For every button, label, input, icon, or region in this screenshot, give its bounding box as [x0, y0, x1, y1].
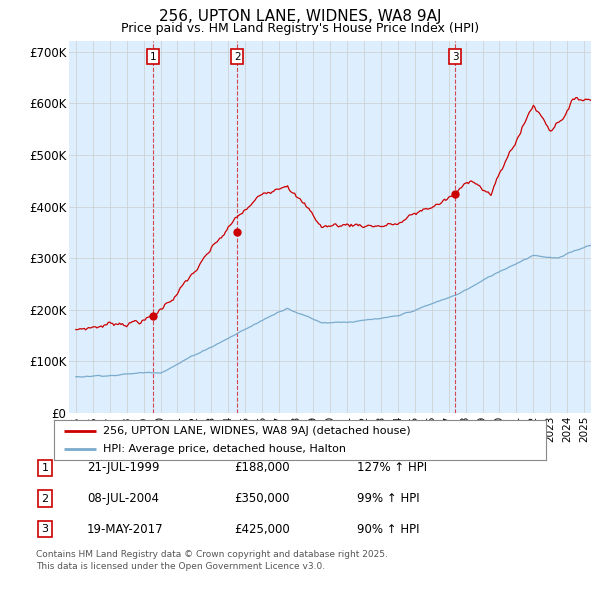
- Text: 127% ↑ HPI: 127% ↑ HPI: [357, 461, 427, 474]
- Text: Price paid vs. HM Land Registry's House Price Index (HPI): Price paid vs. HM Land Registry's House …: [121, 22, 479, 35]
- Text: 2: 2: [41, 494, 49, 503]
- Text: 3: 3: [41, 525, 49, 534]
- Text: £350,000: £350,000: [234, 492, 290, 505]
- Text: 90% ↑ HPI: 90% ↑ HPI: [357, 523, 419, 536]
- Text: 21-JUL-1999: 21-JUL-1999: [87, 461, 160, 474]
- Text: 1: 1: [41, 463, 49, 473]
- Text: 08-JUL-2004: 08-JUL-2004: [87, 492, 159, 505]
- Text: 256, UPTON LANE, WIDNES, WA8 9AJ (detached house): 256, UPTON LANE, WIDNES, WA8 9AJ (detach…: [103, 426, 411, 436]
- Text: Contains HM Land Registry data © Crown copyright and database right 2025.: Contains HM Land Registry data © Crown c…: [36, 550, 388, 559]
- Text: £425,000: £425,000: [234, 523, 290, 536]
- Text: This data is licensed under the Open Government Licence v3.0.: This data is licensed under the Open Gov…: [36, 562, 325, 571]
- Text: 3: 3: [452, 52, 458, 62]
- Text: 2: 2: [234, 52, 241, 62]
- Text: 1: 1: [149, 52, 156, 62]
- Text: 19-MAY-2017: 19-MAY-2017: [87, 523, 164, 536]
- Text: £188,000: £188,000: [234, 461, 290, 474]
- Text: HPI: Average price, detached house, Halton: HPI: Average price, detached house, Halt…: [103, 444, 346, 454]
- Text: 256, UPTON LANE, WIDNES, WA8 9AJ: 256, UPTON LANE, WIDNES, WA8 9AJ: [159, 9, 441, 24]
- Text: 99% ↑ HPI: 99% ↑ HPI: [357, 492, 419, 505]
